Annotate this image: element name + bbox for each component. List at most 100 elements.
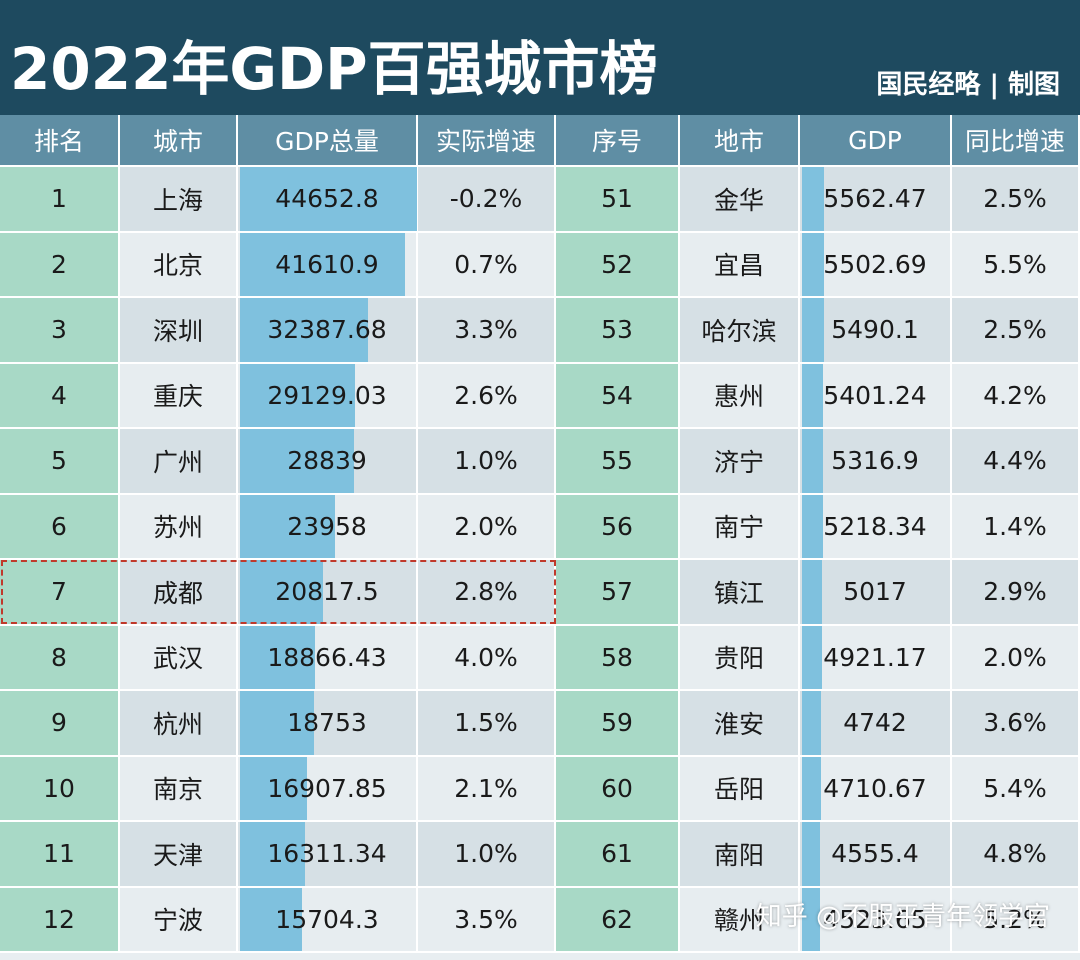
cell-text: 济宁 [713,447,764,477]
cell-text: 4.8% [983,839,1047,869]
cell-text: 16907.85 [267,773,387,803]
cell-text: 北京 [152,251,203,281]
table-cell: 宁波 [120,887,238,953]
cell-text: 10 [43,773,75,803]
table-cell: 6 [0,494,120,560]
cell-text: 深圳 [152,316,203,346]
table-cell: 2.0% [418,494,556,560]
cell-text: 成都 [152,578,203,608]
gdp-bar [240,167,417,231]
table-cell: 10 [0,756,120,822]
table-cell: 4.4% [952,429,1080,495]
cell-text: 5316.9 [831,446,919,476]
column-header: 同比增速 [952,115,1080,167]
table-cell: 55 [556,429,680,495]
table-cell: 52 [556,232,680,298]
cell-text: 赣州 [713,906,764,936]
table-cell: 宜昌 [680,232,800,298]
table-cell: 5017 [800,560,952,626]
cell-text: 23958 [287,511,367,541]
cell-text: 4555.4 [831,839,919,869]
table-cell: 60 [556,756,680,822]
cell-text: 57 [601,577,633,607]
cell-text: 惠州 [713,382,764,412]
cell-text: 11 [43,839,75,869]
table-cell: 赣州 [680,887,800,953]
highlight-box [1,560,556,624]
cell-text: 29129.03 [267,380,387,410]
cell-text: 60 [601,773,633,803]
cell-text: 1.5% [454,708,518,738]
cell-text: 3.3% [454,315,518,345]
cell-text: 5218.34 [823,511,927,541]
cell-text: 5562.47 [823,184,927,214]
table-cell: 3 [0,298,120,364]
cell-text: 4 [51,380,67,410]
cell-text: 2.1% [454,773,518,803]
cell-text: 宜昌 [713,251,764,281]
table-cell: 51 [556,167,680,233]
table-cell: 5.5% [952,232,1080,298]
header: 2022年GDP百强城市榜 国民经略 | 制图 [0,0,1080,115]
table-cell: 4.8% [952,822,1080,888]
cell-text: 51 [601,184,633,214]
table-cell: 4 [0,363,120,429]
cell-text: 2 [51,249,67,279]
cell-text: 宁波 [152,906,203,936]
cell-text: 32387.68 [267,315,387,345]
cell-text: 2.5% [983,184,1047,214]
table-cell: 成都 [120,560,238,626]
cell-text: 52 [601,249,633,279]
table-cell: 重庆 [120,363,238,429]
gdp-bar [240,822,305,886]
column-header: GDP [800,115,952,167]
cell-text: 56 [601,511,633,541]
table-cell: 4742 [800,691,952,757]
table-cell: 44652.8 [238,167,418,233]
cell-text: 天津 [152,840,203,870]
table-cell: 4.2% [952,363,1080,429]
table-cell: 天津 [120,822,238,888]
table-cell: 金华 [680,167,800,233]
table-cell: 2.1% [418,756,556,822]
table-cell: 南京 [120,756,238,822]
column-header: 实际增速 [418,115,556,167]
cell-text: 5401.24 [823,380,927,410]
cell-text: 59 [601,708,633,738]
table-cell: 武汉 [120,625,238,691]
cell-text: 4921.17 [823,642,927,672]
table-cell: 南阳 [680,822,800,888]
table-cell: 5218.34 [800,494,952,560]
table-cell: 南宁 [680,494,800,560]
cell-text: 1.0% [454,446,518,476]
table-cell: 镇江 [680,560,800,626]
cell-text: 4.0% [454,642,518,672]
table-cell: 2.8% [418,560,556,626]
cell-text: 61 [601,839,633,869]
credit: 国民经略 | 制图 [876,70,1060,100]
table-cell: 57 [556,560,680,626]
cell-text: 62 [601,904,633,934]
cell-text: 1 [51,184,67,214]
gdp-bar [802,822,821,886]
gdp-bar [240,887,303,951]
table-cell: 3.3% [418,298,556,364]
cell-text: 5.4% [983,773,1047,803]
cell-text: 6 [51,511,67,541]
table-cell: 59 [556,691,680,757]
title: 2022年GDP百强城市榜 [10,35,658,103]
cell-text: 广州 [152,447,203,477]
cell-text: 4710.67 [823,773,927,803]
cell-text: 15704.3 [275,904,379,934]
cell-text: 2.6% [454,380,518,410]
table-cell: 1 [0,167,120,233]
table-cell: 北京 [120,232,238,298]
cell-text: 3.6% [983,708,1047,738]
cell-text: 41610.9 [275,249,379,279]
table-cell: 5 [0,429,120,495]
cell-text: 南京 [152,775,203,805]
table-cell: 淮安 [680,691,800,757]
cell-text: 岳阳 [713,775,764,805]
gdp-bar [240,363,356,427]
